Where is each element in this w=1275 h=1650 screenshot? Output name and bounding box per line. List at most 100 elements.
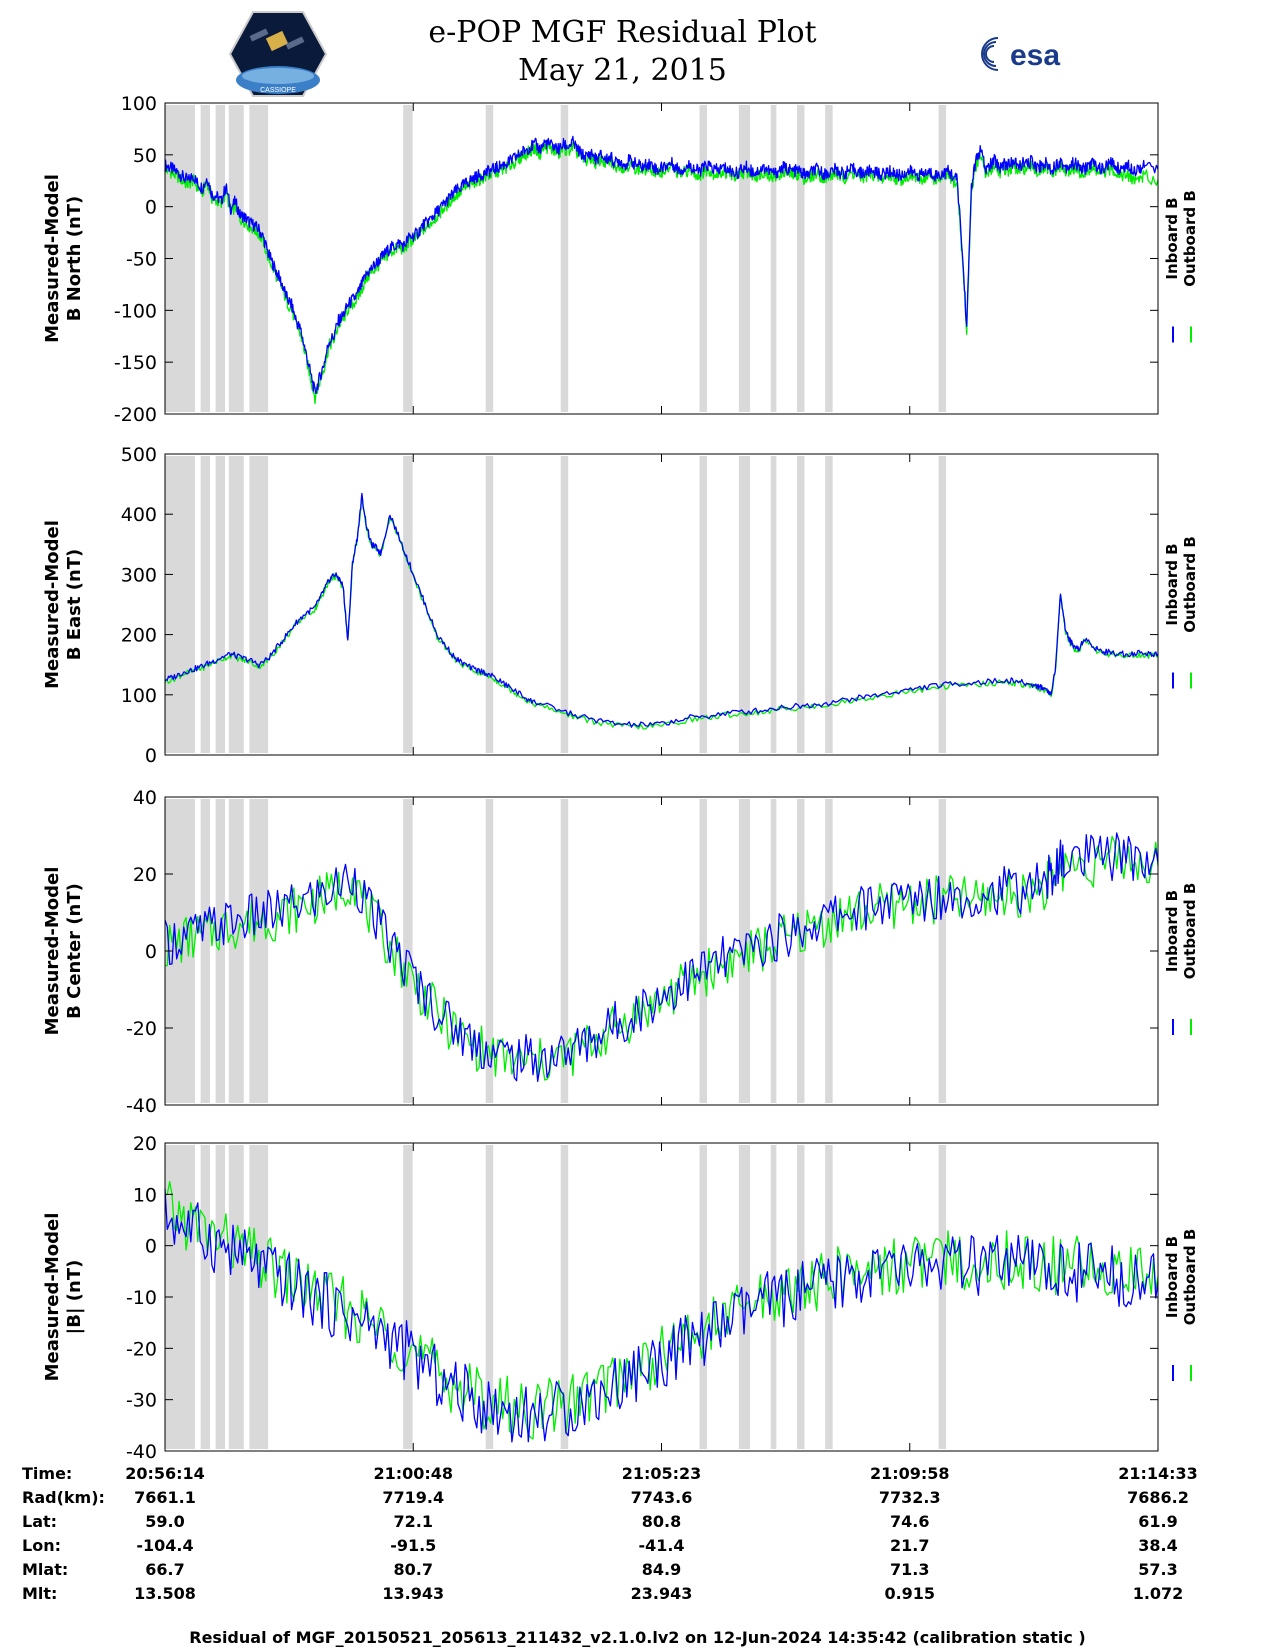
gap-band xyxy=(165,456,196,753)
gap-band xyxy=(560,456,569,753)
info-value: 7719.4 xyxy=(382,1488,445,1507)
gap-band xyxy=(228,799,244,1103)
y-axis-label: Measured-ModelB North (nT) xyxy=(42,174,85,343)
info-value: 7732.3 xyxy=(878,1488,941,1507)
info-label: Lat: xyxy=(22,1512,58,1531)
gap-band xyxy=(738,456,751,753)
gap-band xyxy=(215,456,226,753)
esa-logo: esa xyxy=(981,37,1060,72)
info-value: 20:56:14 xyxy=(125,1464,205,1483)
info-value: -104.4 xyxy=(136,1536,194,1555)
gap-band xyxy=(403,456,413,753)
gap-band xyxy=(738,105,751,412)
gap-band xyxy=(485,799,494,1103)
gap-band xyxy=(699,799,707,1103)
legend-entry: Outboard B xyxy=(1181,1229,1199,1326)
gap-band xyxy=(560,105,569,412)
panel-4: -40 -30 -20 -10 0 10 20 Measured-Model|B| (nT) I… xyxy=(42,1133,1199,1463)
gap-band xyxy=(825,456,833,753)
gap-band xyxy=(825,105,833,412)
gap-band xyxy=(560,799,569,1103)
info-value: 23.943 xyxy=(630,1584,693,1603)
gap-band xyxy=(249,105,269,412)
info-value: 80.8 xyxy=(641,1512,682,1531)
panel-2: 0 100 200 300 400 500 Measured-ModelB East (nT… xyxy=(42,444,1199,767)
plot-frame xyxy=(164,453,1159,756)
gap-band xyxy=(249,1145,269,1449)
gap-band xyxy=(938,799,947,1103)
info-value: 71.3 xyxy=(890,1560,930,1579)
gap-band xyxy=(825,1145,833,1449)
info-label: Mlat: xyxy=(22,1560,69,1579)
y-tick-label: 300 xyxy=(121,564,157,586)
series-inboard-line xyxy=(164,1188,1159,1443)
gap-band xyxy=(200,1145,211,1449)
y-tick-label: 0 xyxy=(145,197,157,219)
info-value: 13.508 xyxy=(134,1584,196,1603)
info-label: Rad(km): xyxy=(22,1488,105,1507)
gap-band xyxy=(485,105,494,412)
info-value: -41.4 xyxy=(638,1536,685,1555)
legend-entry: Outboard B xyxy=(1181,536,1199,633)
title-line-2: May 21, 2015 xyxy=(518,53,727,88)
gap-band xyxy=(560,1145,569,1449)
legend: Inboard B Outboard B xyxy=(1163,1229,1199,1381)
gap-band xyxy=(228,456,244,753)
plot-frame xyxy=(164,102,1159,415)
info-value: 80.7 xyxy=(393,1560,433,1579)
info-value: 59.0 xyxy=(145,1512,185,1531)
y-tick-label: -50 xyxy=(126,249,157,271)
y-tick-label: 10 xyxy=(133,1184,157,1206)
gap-band xyxy=(228,1145,244,1449)
info-value: 7743.6 xyxy=(630,1488,693,1507)
svg-text:CASSIOPE: CASSIOPE xyxy=(260,87,296,94)
gap-band xyxy=(200,799,211,1103)
gap-band xyxy=(200,456,211,753)
info-value: 72.1 xyxy=(393,1512,433,1531)
y-axis-label: Measured-Model|B| (nT) xyxy=(42,1213,85,1382)
info-value: 1.072 xyxy=(1132,1584,1184,1603)
y-tick-label: 500 xyxy=(121,444,157,466)
gap-band xyxy=(796,456,805,753)
series-outboard-line xyxy=(164,141,1159,405)
y-tick-label: 20 xyxy=(133,1133,157,1155)
info-value: 57.3 xyxy=(1138,1560,1178,1579)
chart-title: e-POP MGF Residual Plot May 21, 2015 xyxy=(0,14,1275,90)
gap-band xyxy=(699,456,707,753)
y-tick-label: -10 xyxy=(126,1287,157,1309)
legend-entry: Outboard B xyxy=(1181,883,1199,980)
panel-1: -200 -150 -100 -50 0 50 100 Measured-ModelB Nor… xyxy=(42,93,1199,426)
info-value: 0.915 xyxy=(884,1584,936,1603)
series-inboard-line xyxy=(164,135,1159,394)
gap-band xyxy=(938,456,947,753)
info-value: 21.7 xyxy=(890,1536,930,1555)
y-tick-label: -20 xyxy=(126,1018,157,1040)
gap-band xyxy=(249,456,269,753)
gap-band xyxy=(770,456,777,753)
gap-band xyxy=(403,1145,413,1449)
info-value: 38.4 xyxy=(1138,1536,1178,1555)
y-tick-label: 400 xyxy=(121,504,157,526)
y-axis-label: Measured-ModelB Center (nT) xyxy=(42,867,85,1036)
plot-frame xyxy=(164,796,1159,1106)
y-tick-label: 0 xyxy=(145,1236,157,1258)
gap-band xyxy=(699,1145,707,1449)
series-inboard-line xyxy=(164,832,1159,1082)
legend-entry: Inboard B xyxy=(1163,890,1181,972)
legend-entry: Inboard B xyxy=(1163,197,1181,279)
legend: Inboard B Outboard B xyxy=(1163,190,1199,343)
info-value: 66.7 xyxy=(145,1560,185,1579)
y-tick-label: -40 xyxy=(126,1441,157,1463)
gap-band xyxy=(770,1145,777,1449)
legend: Inboard B Outboard B xyxy=(1163,883,1199,1035)
gap-band xyxy=(485,1145,494,1449)
y-tick-label: -30 xyxy=(126,1390,157,1412)
series-inboard-line xyxy=(164,492,1159,728)
y-axis-label: Measured-ModelB East (nT) xyxy=(42,520,85,689)
y-tick-label: 100 xyxy=(121,685,157,707)
info-value: 74.6 xyxy=(890,1512,930,1531)
series-outboard-line xyxy=(164,1181,1159,1440)
info-value: 21:09:58 xyxy=(869,1464,950,1483)
info-value: 61.9 xyxy=(1138,1512,1178,1531)
y-tick-label: 40 xyxy=(133,787,157,809)
